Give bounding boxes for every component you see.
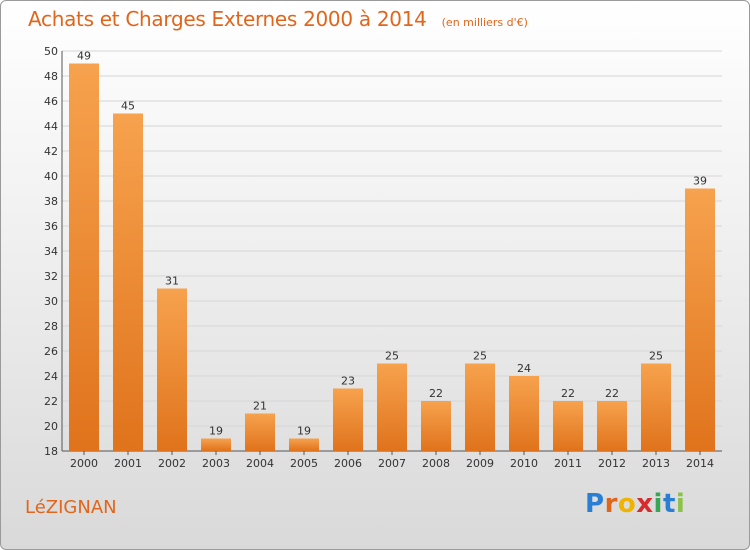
y-tick-label: 28 xyxy=(44,320,58,333)
x-tick-label: 2011 xyxy=(554,457,582,470)
logo-letter: i xyxy=(653,489,663,519)
bar xyxy=(641,363,671,451)
data-label: 19 xyxy=(297,425,311,438)
data-label: 25 xyxy=(473,350,487,363)
x-tick-label: 2003 xyxy=(202,457,230,470)
logo-letter: o xyxy=(617,489,637,519)
town-name: LéZIGNAN xyxy=(25,497,117,518)
data-label: 19 xyxy=(209,425,223,438)
data-label: 24 xyxy=(517,362,531,375)
logo-letter: P xyxy=(585,489,605,519)
x-tick-label: 2013 xyxy=(642,457,670,470)
bar xyxy=(509,376,539,451)
logo-letter: i xyxy=(675,489,686,519)
chart-title: Achats et Charges Externes 2000 à 2014 (… xyxy=(28,7,528,31)
y-tick-label: 46 xyxy=(44,95,58,108)
x-tick-label: 2004 xyxy=(246,457,274,470)
bar xyxy=(201,438,231,451)
y-tick-label: 26 xyxy=(44,345,58,358)
y-tick-label: 38 xyxy=(44,195,58,208)
y-tick-label: 32 xyxy=(44,270,58,283)
logo-letter: t xyxy=(662,489,676,519)
data-label: 25 xyxy=(385,350,399,363)
chart-title-text: Achats et Charges Externes 2000 à 2014 xyxy=(28,7,427,31)
data-label: 39 xyxy=(693,175,707,188)
y-tick-label: 50 xyxy=(44,45,58,58)
bar xyxy=(113,113,143,451)
bar xyxy=(553,401,583,451)
data-label: 22 xyxy=(605,387,619,400)
y-tick-label: 24 xyxy=(44,370,58,383)
x-tick-label: 2010 xyxy=(510,457,538,470)
bar xyxy=(69,63,99,451)
data-label: 22 xyxy=(561,387,575,400)
x-tick-label: 2001 xyxy=(114,457,142,470)
data-label: 45 xyxy=(121,100,135,113)
chart-unit-note: (en milliers d'€) xyxy=(441,16,528,29)
x-tick-label: 2014 xyxy=(686,457,714,470)
data-label: 31 xyxy=(165,275,179,288)
bar xyxy=(289,438,319,451)
x-tick-label: 2012 xyxy=(598,457,626,470)
y-tick-label: 34 xyxy=(44,245,58,258)
bar xyxy=(597,401,627,451)
y-tick-label: 30 xyxy=(44,295,58,308)
data-label: 23 xyxy=(341,375,355,388)
x-tick-label: 2002 xyxy=(158,457,186,470)
bar xyxy=(377,363,407,451)
y-tick-label: 42 xyxy=(44,145,58,158)
bar xyxy=(333,388,363,451)
logo-letter: r xyxy=(604,489,618,519)
bar xyxy=(157,288,187,451)
x-tick-label: 2006 xyxy=(334,457,362,470)
y-tick-label: 22 xyxy=(44,395,58,408)
bar xyxy=(685,188,715,451)
x-tick-label: 2008 xyxy=(422,457,450,470)
proxiti-logo: Proxiti xyxy=(585,489,685,519)
y-tick-label: 40 xyxy=(44,170,58,183)
data-label: 22 xyxy=(429,387,443,400)
y-tick-label: 36 xyxy=(44,220,58,233)
logo-letter: x xyxy=(636,489,654,519)
bar xyxy=(421,401,451,451)
x-tick-label: 2005 xyxy=(290,457,318,470)
x-tick-label: 2000 xyxy=(70,457,98,470)
data-label: 21 xyxy=(253,400,267,413)
bar xyxy=(245,413,275,451)
data-label: 49 xyxy=(77,50,91,63)
y-tick-label: 18 xyxy=(44,445,58,458)
y-tick-label: 48 xyxy=(44,70,58,83)
bar xyxy=(465,363,495,451)
x-tick-label: 2009 xyxy=(466,457,494,470)
y-tick-label: 44 xyxy=(44,120,58,133)
data-label: 25 xyxy=(649,350,663,363)
y-tick-label: 20 xyxy=(44,420,58,433)
x-tick-label: 2007 xyxy=(378,457,406,470)
